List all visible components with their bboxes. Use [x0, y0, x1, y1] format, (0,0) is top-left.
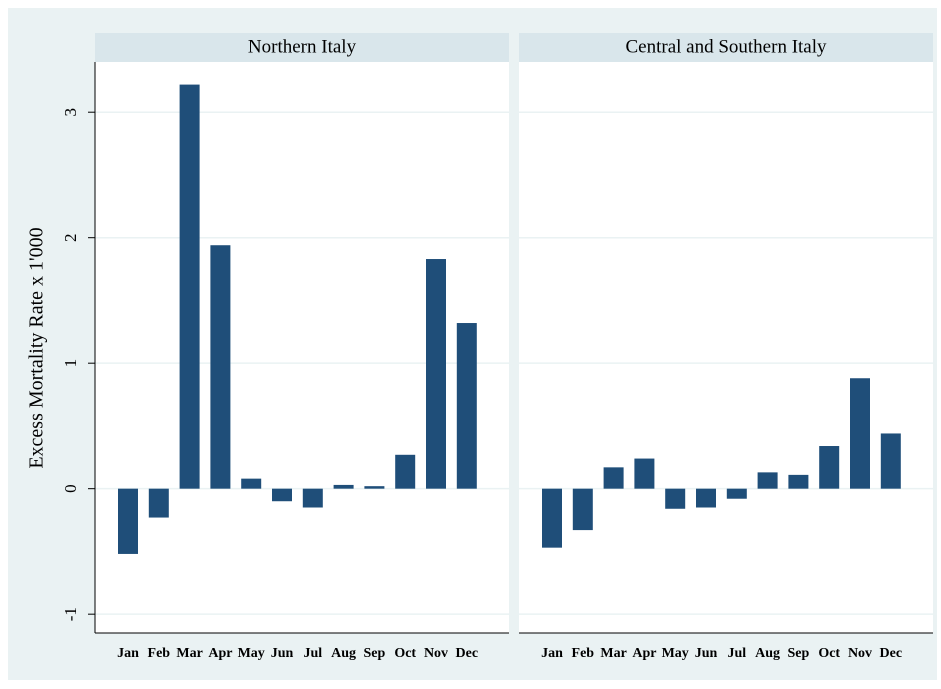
- y-axis-label: Excess Mortality Rate x 1'000: [26, 227, 48, 468]
- bar: [665, 488, 686, 509]
- bar: [210, 245, 231, 489]
- bar: [395, 454, 416, 489]
- x-tick-label: Dec: [880, 646, 903, 661]
- bar: [426, 259, 446, 489]
- bar: [850, 378, 870, 489]
- plot-area: [519, 62, 933, 633]
- x-tick-label: Jul: [303, 646, 322, 661]
- x-tick-label: Mar: [600, 646, 626, 661]
- y-tick-label: 1: [61, 359, 80, 368]
- x-tick-label: Feb: [148, 646, 171, 661]
- panel-title: Central and Southern Italy: [625, 36, 827, 57]
- panel-header: [95, 33, 509, 62]
- x-tick-label: Jun: [695, 646, 718, 661]
- bar: [118, 488, 138, 554]
- x-tick-label: Feb: [572, 646, 595, 661]
- x-tick-label: May: [238, 646, 265, 661]
- y-tick-label: 0: [61, 484, 80, 493]
- bar: [819, 446, 840, 489]
- y-tick-label: 3: [61, 108, 80, 117]
- bar: [241, 478, 262, 489]
- x-tick-label: Apr: [632, 646, 656, 661]
- x-tick-label: Mar: [176, 646, 202, 661]
- bar: [572, 488, 593, 531]
- x-tick-label: Jun: [271, 646, 294, 661]
- x-tick-label: Apr: [208, 646, 232, 661]
- x-tick-label: Aug: [331, 646, 356, 661]
- bar: [148, 488, 169, 518]
- y-tick-label: 2: [61, 233, 80, 242]
- x-tick-label: Aug: [755, 646, 780, 661]
- bar: [456, 323, 477, 489]
- bar: [726, 488, 747, 499]
- x-tick-label: Nov: [424, 646, 448, 661]
- x-tick-label: Nov: [848, 646, 872, 661]
- x-tick-label: May: [662, 646, 689, 661]
- x-tick-label: Jan: [541, 646, 563, 661]
- bar: [542, 488, 562, 548]
- x-tick-label: Oct: [394, 646, 416, 661]
- bar: [757, 472, 778, 489]
- x-tick-label: Sep: [788, 646, 810, 661]
- x-tick-label: Sep: [364, 646, 386, 661]
- bar: [880, 433, 901, 489]
- panel-header: [519, 33, 933, 62]
- x-tick-label: Jan: [117, 646, 139, 661]
- bar: [333, 484, 354, 489]
- x-tick-label: Oct: [818, 646, 840, 661]
- plot-area: [95, 62, 509, 633]
- bar: [272, 488, 292, 502]
- panel-title: Northern Italy: [248, 36, 357, 57]
- bar: [302, 488, 323, 508]
- bar: [364, 486, 385, 489]
- bar: [179, 84, 200, 489]
- y-tick-label: -1: [61, 607, 80, 621]
- bar: [603, 467, 624, 489]
- bar: [788, 474, 809, 489]
- x-tick-label: Dec: [456, 646, 479, 661]
- bar: [634, 458, 655, 489]
- x-tick-label: Jul: [727, 646, 746, 661]
- bar: [696, 488, 716, 508]
